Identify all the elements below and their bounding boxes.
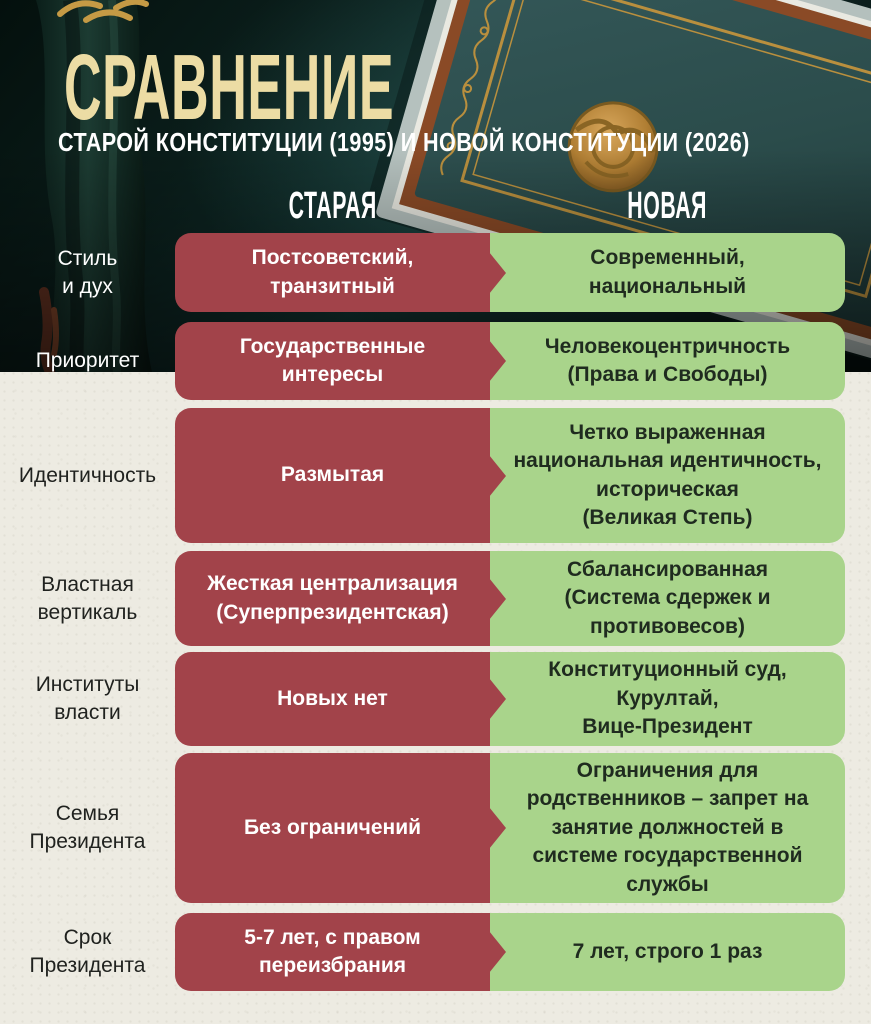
new-value-box: Человекоцентричность (Права и Свободы) [490, 322, 845, 400]
old-value-box: Размытая [175, 408, 506, 543]
new-value-box: 7 лет, строго 1 раз [490, 913, 845, 991]
old-value-box: Жесткая централизация (Суперпрезидентска… [175, 551, 506, 646]
new-value-text: Четко выраженная национальная идентичнос… [513, 420, 822, 529]
old-value-box: Государственные интересы [175, 322, 506, 400]
new-value-text: Сбалансированная (Система сдержек и прот… [564, 557, 771, 638]
old-value-box: Без ограничений [175, 753, 506, 903]
old-value-text: Новых нет [277, 686, 388, 710]
hero-photo: СРАВНЕНИЕ СТАРОЙ КОНСТИТУЦИИ (1995) И НО… [0, 0, 871, 372]
arrow-right-icon [489, 678, 506, 720]
comparison-row: Срок Президента 5-7 лет, с правом переиз… [0, 913, 871, 991]
comparison-row: Идентичность Размытая Четко выраженная н… [0, 408, 871, 543]
old-value-text: Жесткая централизация (Суперпрезидентска… [207, 572, 458, 624]
page-subtitle: СТАРОЙ КОНСТИТУЦИИ (1995) И НОВОЙ КОНСТИ… [58, 127, 750, 157]
column-header-new-label: НОВАЯ [627, 185, 708, 227]
column-header-old: СТАРАЯ [175, 185, 490, 227]
new-value-box: Ограничения для родственников – запрет н… [490, 753, 845, 903]
old-value-text: Размытая [280, 463, 385, 487]
comparison-row: Институты власти Новых нет Конституционн… [0, 652, 871, 746]
old-value-text: 5-7 лет, с правом переизбрания [244, 925, 421, 977]
comparison-row: Властная вертикаль Жесткая централизация… [0, 551, 871, 646]
column-header-old-label: СТАРАЯ [288, 185, 377, 227]
comparison-row: Семья Президента Без ограничений Огранич… [0, 753, 871, 903]
new-value-box: Конституционный суд, Курултай, Вице-През… [490, 652, 845, 746]
arrow-right-icon [489, 577, 506, 620]
comparison-row: Стиль и дух Постсоветский, транзитный Со… [0, 233, 871, 312]
new-value-text: Конституционный суд, Курултай, Вице-През… [548, 658, 787, 739]
row-label: Стиль и дух [57, 246, 118, 298]
row-label: Срок Президента [29, 926, 146, 977]
arrow-right-icon [489, 340, 506, 382]
arrow-right-icon [489, 807, 506, 849]
new-value-text: Современный, национальный [588, 246, 747, 298]
row-label: Идентичность [18, 463, 157, 487]
row-label: Семья Президента [29, 802, 146, 853]
comparison-row: Приоритет Государственные интересы Челов… [0, 322, 871, 400]
old-value-box: Постсоветский, транзитный [175, 233, 506, 312]
new-value-text: 7 лет, строго 1 раз [572, 939, 763, 963]
new-value-text: Ограничения для родственников – запрет н… [526, 759, 809, 896]
arrow-right-icon [489, 454, 506, 497]
new-value-box: Четко выраженная национальная идентичнос… [490, 408, 845, 543]
old-value-box: 5-7 лет, с правом переизбрания [175, 913, 506, 991]
old-value-box: Новых нет [175, 652, 506, 746]
new-value-box: Современный, национальный [490, 233, 845, 312]
row-label: Властная вертикаль [37, 572, 138, 624]
row-label: Институты власти [35, 673, 140, 724]
arrow-right-icon [489, 251, 506, 294]
new-value-box: Сбалансированная (Система сдержек и прот… [490, 551, 845, 646]
column-headers: СТАРАЯ НОВАЯ [0, 185, 871, 227]
old-value-text: Без ограничений [243, 815, 422, 839]
row-label: Приоритет [35, 349, 140, 373]
column-header-new: НОВАЯ [490, 185, 845, 227]
old-value-text: Постсоветский, транзитный [251, 246, 414, 298]
new-value-text: Человекоцентричность (Права и Свободы) [544, 334, 791, 386]
arrow-right-icon [489, 931, 506, 973]
old-value-text: Государственные интересы [239, 334, 426, 386]
page-title: СРАВНЕНИЕ [64, 35, 395, 139]
